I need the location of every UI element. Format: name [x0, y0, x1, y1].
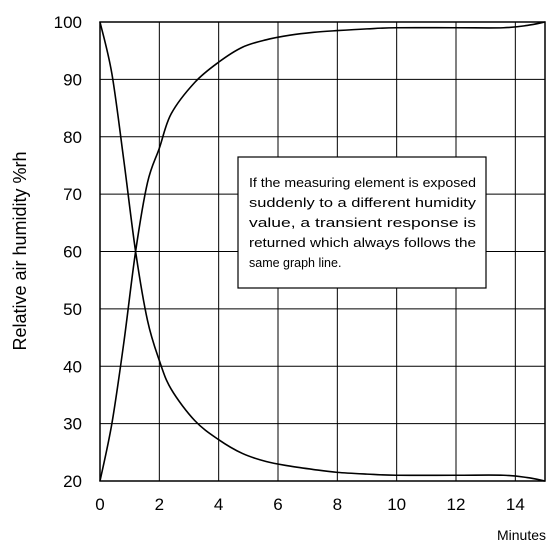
annotation-line: suddenly to a different humidity [249, 196, 477, 210]
y-tick-label: 70 [63, 185, 82, 204]
annotation-box: If the measuring element is exposed sudd… [237, 156, 487, 289]
y-axis-title: Relative air humidity %rh [10, 151, 30, 350]
y-tick-label: 100 [54, 13, 82, 32]
annotation-line: returned which always follows the [249, 236, 476, 250]
y-tick-label: 50 [63, 300, 82, 319]
y-tick-label: 60 [63, 243, 82, 262]
falling-curve [99, 21, 546, 482]
annotation-line: same graph line. [249, 256, 341, 270]
x-tick-label: 14 [506, 495, 525, 514]
x-tick-label: 10 [387, 495, 406, 514]
x-tick-label: 0 [95, 495, 104, 514]
curves [99, 21, 546, 482]
y-tick-labels: 20 30 40 50 60 70 80 90 100 [54, 13, 82, 491]
x-tick-label: 12 [447, 495, 466, 514]
y-tick-label: 30 [63, 415, 82, 434]
x-tick-label: 8 [333, 495, 342, 514]
x-tick-label: 6 [273, 495, 282, 514]
annotation-line: If the measuring element is exposed [249, 176, 476, 190]
y-tick-label: 40 [63, 357, 82, 376]
y-tick-label: 20 [63, 472, 82, 491]
y-tick-label: 90 [63, 70, 82, 89]
plot-frame [99, 21, 546, 482]
rising-curve [99, 21, 546, 482]
x-axis-title: Minutes [497, 527, 546, 543]
x-tick-label: 2 [155, 495, 164, 514]
x-tick-labels: 0 2 4 6 8 10 12 14 [95, 495, 525, 514]
x-tick-label: 4 [214, 495, 223, 514]
annotation-line: value, a transient response is [249, 216, 476, 230]
y-tick-label: 80 [63, 128, 82, 147]
